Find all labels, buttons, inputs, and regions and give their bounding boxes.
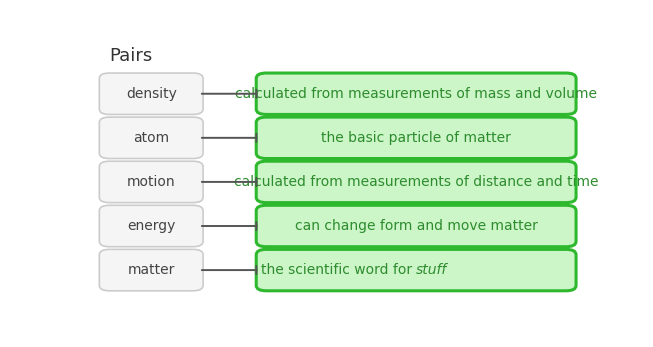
Text: energy: energy xyxy=(127,219,176,233)
Text: stuff: stuff xyxy=(416,263,447,277)
Text: density: density xyxy=(126,87,177,101)
Text: motion: motion xyxy=(127,175,176,189)
FancyBboxPatch shape xyxy=(256,73,576,115)
Text: can change form and move matter: can change form and move matter xyxy=(295,219,537,233)
FancyBboxPatch shape xyxy=(99,161,203,203)
Text: calculated from measurements of mass and volume: calculated from measurements of mass and… xyxy=(235,87,597,101)
FancyBboxPatch shape xyxy=(99,249,203,291)
FancyBboxPatch shape xyxy=(99,205,203,247)
FancyBboxPatch shape xyxy=(256,249,576,291)
FancyBboxPatch shape xyxy=(79,40,590,310)
FancyBboxPatch shape xyxy=(256,205,576,247)
Text: atom: atom xyxy=(133,131,169,145)
FancyBboxPatch shape xyxy=(99,117,203,159)
Text: matter: matter xyxy=(127,263,175,277)
Text: the basic particle of matter: the basic particle of matter xyxy=(321,131,511,145)
Text: calculated from measurements of distance and time: calculated from measurements of distance… xyxy=(234,175,598,189)
FancyBboxPatch shape xyxy=(256,117,576,159)
FancyBboxPatch shape xyxy=(256,161,576,203)
Text: Pairs: Pairs xyxy=(110,47,153,65)
FancyBboxPatch shape xyxy=(99,73,203,115)
Text: the scientific word for: the scientific word for xyxy=(261,263,416,277)
